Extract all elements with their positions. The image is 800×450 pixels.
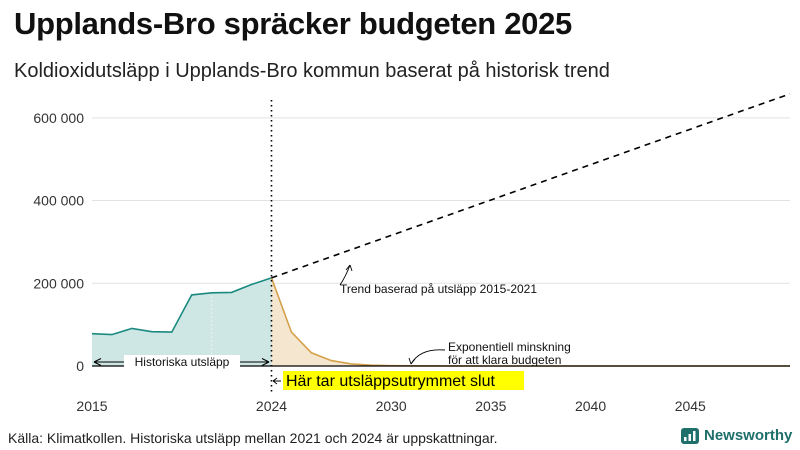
decline-annotation: Exponentiell minskning för att klara bud… <box>408 340 571 367</box>
y-tick-label: 200 000 <box>33 275 84 291</box>
x-tick-label: 2045 <box>675 398 706 414</box>
historical-line <box>91 277 272 336</box>
x-tick-label: 2015 <box>76 398 107 414</box>
x-axis-labels: 2015 2024 2030 2035 2040 2045 <box>76 398 706 414</box>
arrow-right-icon <box>261 358 270 366</box>
historical-label: Historiska utsläpp <box>135 355 230 369</box>
budget-end-annotation: Här tar utsläppsutrymmet slut <box>272 371 524 390</box>
budget-end-label: Här tar utsläppsutrymmet slut <box>286 373 496 390</box>
decline-label: för att klara budgeten <box>448 353 561 367</box>
y-tick-label: 0 <box>76 358 84 374</box>
historical-span-annotation: Historiska utsläpp <box>93 355 270 369</box>
arrow-left-icon <box>93 358 102 366</box>
brand-logo[interactable]: Newsworthy <box>681 427 792 444</box>
chart-title: Upplands-Bro spräcker budgeten 2025 <box>14 6 572 41</box>
historical-area <box>92 277 272 366</box>
y-axis-labels: 0 200 000 400 000 600 000 <box>33 110 84 374</box>
trend-annotation: Trend baserad på utsläpp 2015-2021 <box>339 264 537 296</box>
y-gridlines <box>92 117 790 284</box>
brand-name: Newsworthy <box>704 427 793 444</box>
decline-annotation-arrow <box>410 349 446 365</box>
x-tick-label: 2024 <box>256 398 287 414</box>
arrow-left-icon <box>272 377 281 385</box>
x-tick-label: 2040 <box>575 398 606 414</box>
newsworthy-icon <box>681 427 699 444</box>
source-note: Källa: Klimatkollen. Historiska utsläpp … <box>8 430 498 446</box>
y-tick-label: 400 000 <box>33 193 84 209</box>
arrow-up-icon <box>345 264 353 272</box>
historical-label-bg <box>124 355 240 368</box>
arrow-down-icon <box>408 357 416 365</box>
budget-end-highlight <box>283 371 524 390</box>
x-tick-label: 2035 <box>475 398 506 414</box>
trend-annotation-arrow <box>339 264 351 286</box>
trend-line <box>271 93 791 279</box>
decline-label: Exponentiell minskning <box>448 340 571 354</box>
trend-label: Trend baserad på utsläpp 2015-2021 <box>340 282 537 296</box>
x-tick-label: 2030 <box>376 398 407 414</box>
y-tick-label: 600 000 <box>33 110 84 126</box>
chart-subtitle: Koldioxidutsläpp i Upplands-Bro kommun b… <box>14 60 610 82</box>
